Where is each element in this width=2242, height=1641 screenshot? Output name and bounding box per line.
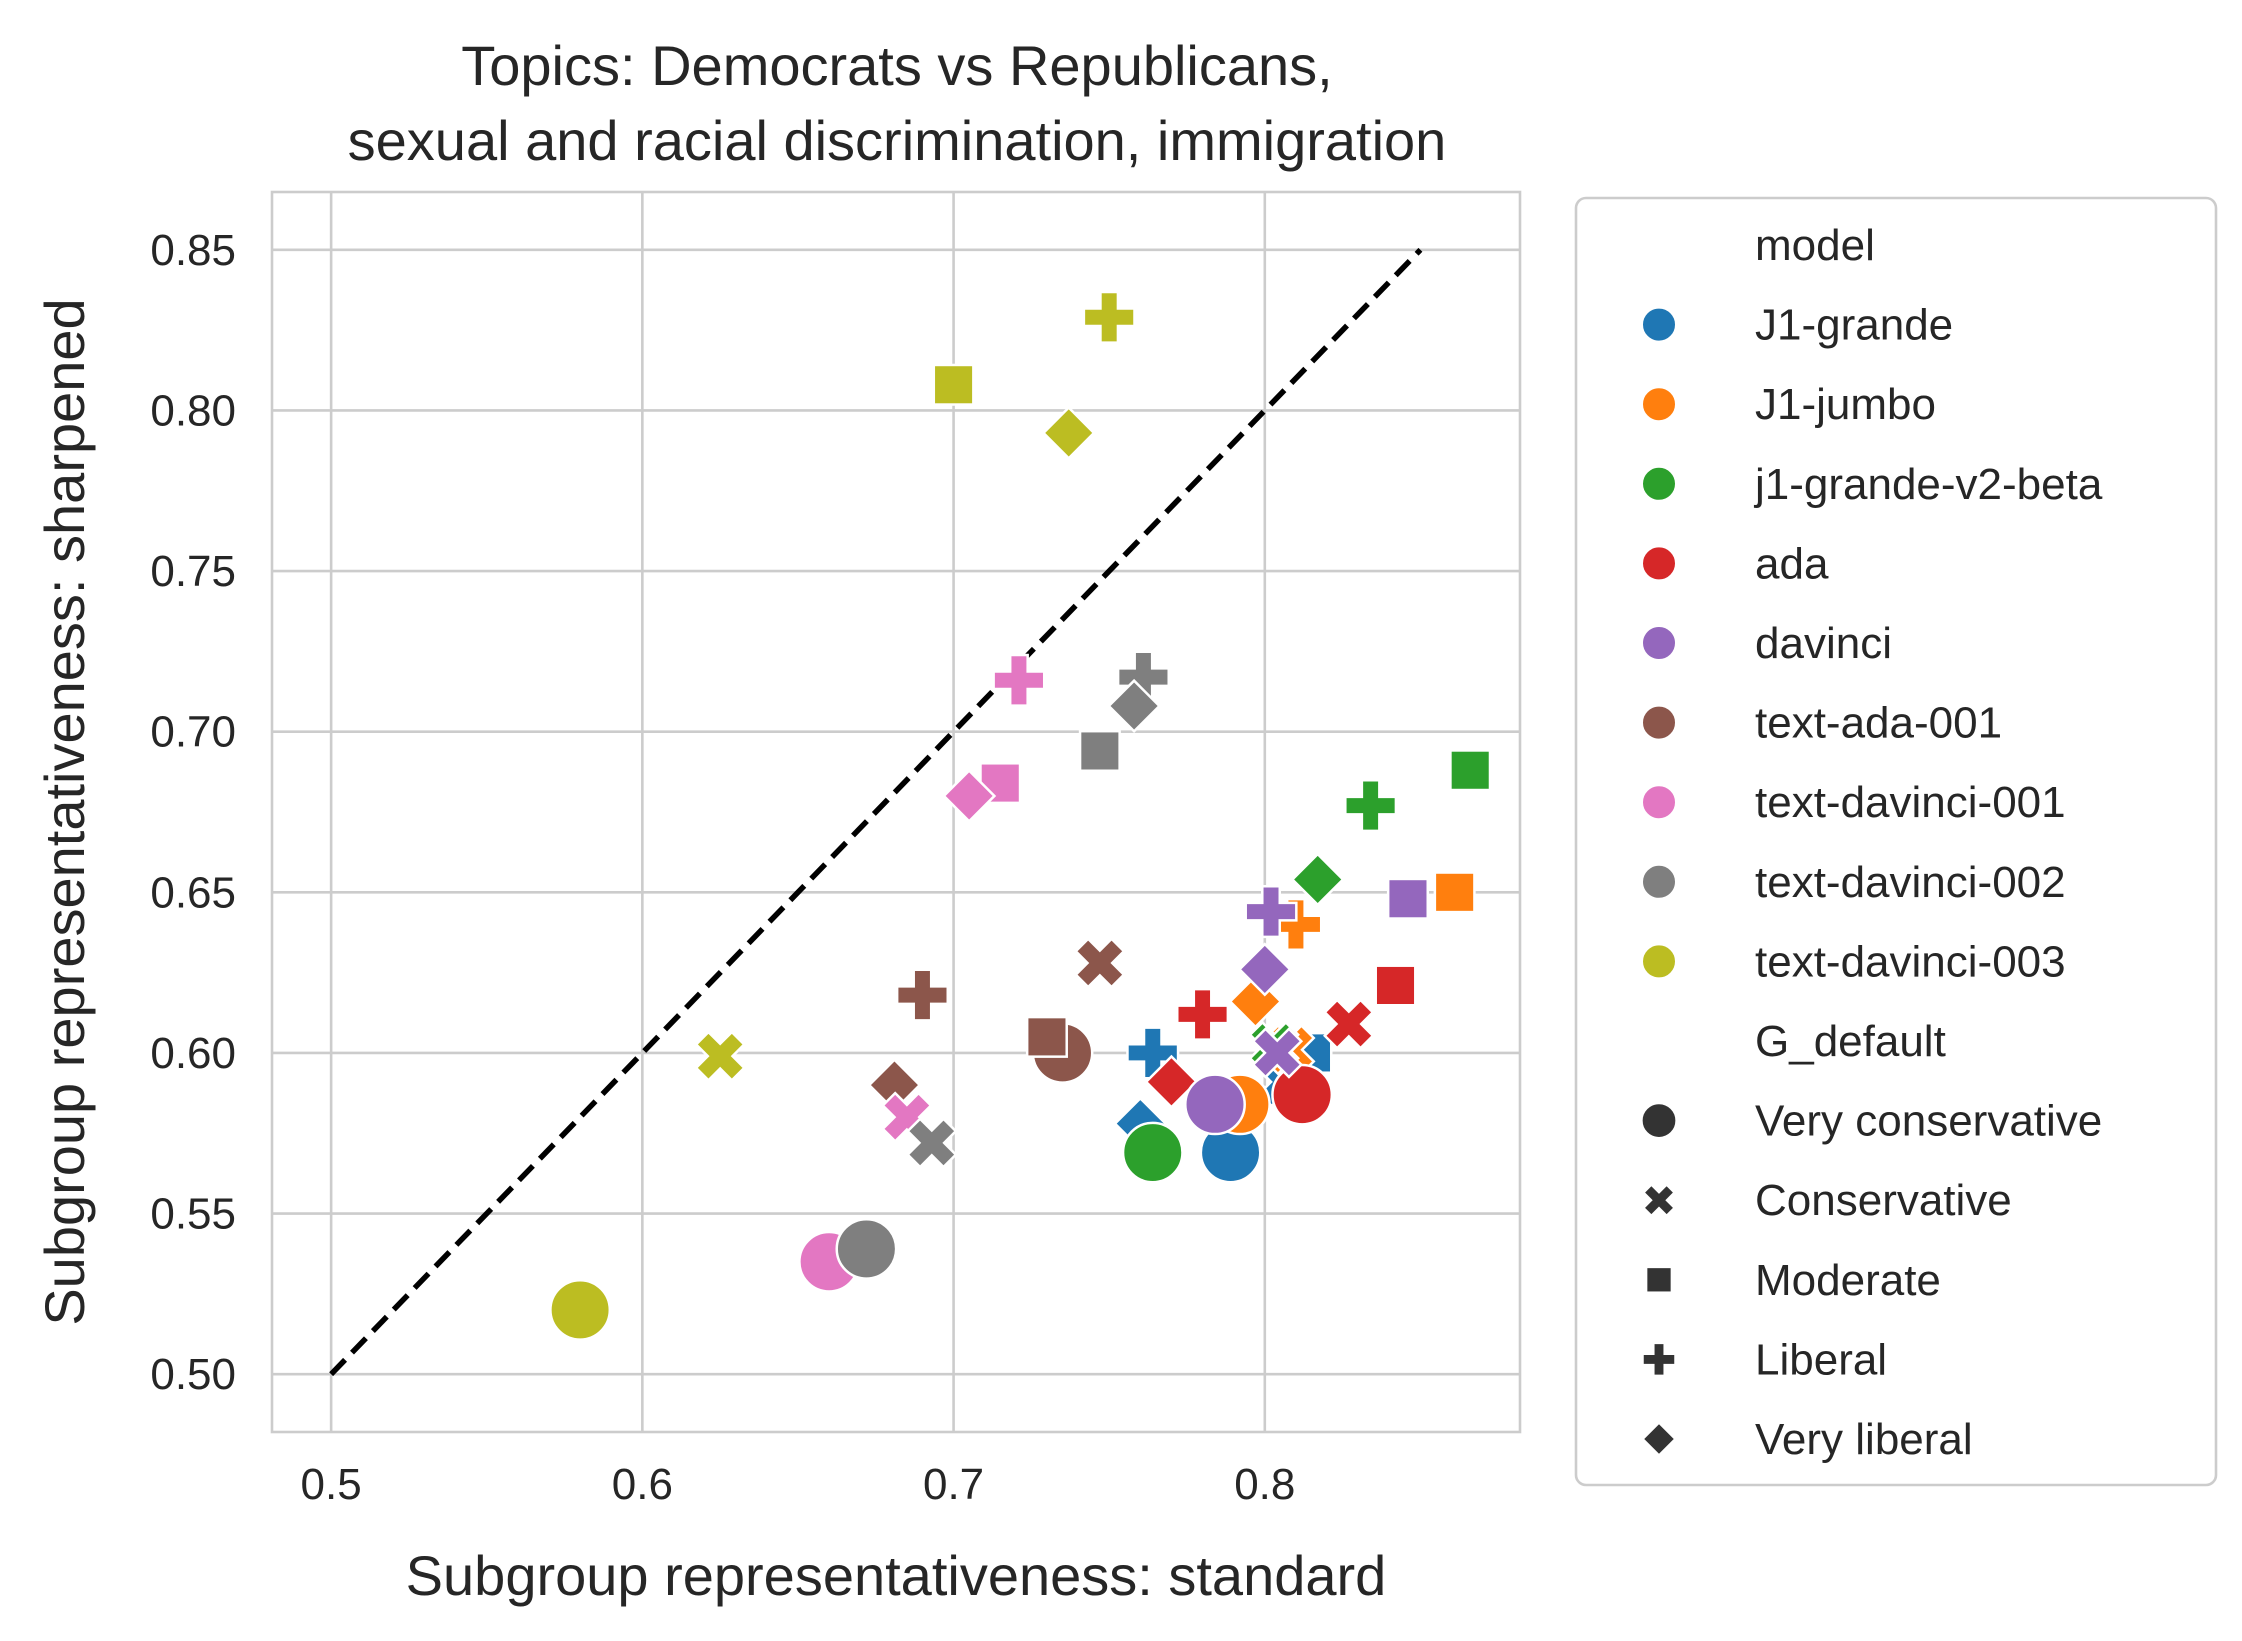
legend-label-very-liberal: Very liberal bbox=[1755, 1415, 1973, 1464]
point-davinci-conservative bbox=[1251, 1027, 1304, 1079]
legend-label-j1-grande: J1-grande bbox=[1755, 301, 1953, 350]
x-axis-label: Subgroup representativeness: standard bbox=[406, 1544, 1387, 1607]
point-text-davinci-001-very-liberal bbox=[942, 768, 997, 824]
point-ada-very-conservative bbox=[1271, 1063, 1334, 1126]
point-text-ada-001-moderate bbox=[1025, 1015, 1068, 1058]
point-text-davinci-003-very-liberal bbox=[1041, 405, 1096, 461]
legend-label-text-davinci-001: text-davinci-001 bbox=[1755, 778, 2066, 827]
point-j1-grande-v2-beta-moderate bbox=[1449, 749, 1492, 792]
point-text-davinci-003-conservative bbox=[694, 1030, 746, 1082]
y-tick-labels: 0.50 0.55 0.60 0.65 0.70 0.75 0.80 0.85 bbox=[150, 226, 236, 1399]
y-tick-label: 0.70 bbox=[150, 708, 236, 757]
legend-swatch-j1-jumbo bbox=[1641, 386, 1677, 423]
legend-title-model: model bbox=[1755, 221, 1875, 270]
legend-marker-conservative bbox=[1641, 1182, 1677, 1218]
legend-label-moderate: Moderate bbox=[1755, 1256, 1941, 1305]
legend-swatch-j1-grande-v2-beta bbox=[1641, 465, 1677, 502]
point-text-davinci-003-liberal bbox=[1082, 290, 1136, 344]
legend-label-j1-grande-v2-beta: j1-grande-v2-beta bbox=[1753, 460, 2103, 509]
y-tick-label: 0.65 bbox=[150, 868, 236, 917]
point-j1-grande-v2-beta-very-liberal bbox=[1290, 852, 1345, 907]
legend-label-j1-jumbo: J1-jumbo bbox=[1755, 380, 1936, 429]
y-tick-label: 0.75 bbox=[150, 547, 236, 596]
point-ada-conservative bbox=[1322, 998, 1375, 1050]
point-text-davinci-003-very-conservative bbox=[549, 1278, 612, 1341]
x-tick-label: 0.7 bbox=[923, 1460, 984, 1509]
reference-line bbox=[329, 247, 1423, 1377]
legend-title-g-default: G_default bbox=[1755, 1017, 1946, 1066]
point-j1-grande-v2-beta-liberal bbox=[1344, 779, 1398, 833]
point-davinci-very-conservative bbox=[1184, 1073, 1246, 1136]
y-tick-label: 0.85 bbox=[150, 226, 236, 275]
point-text-davinci-002-conservative bbox=[905, 1117, 958, 1169]
legend-label-liberal: Liberal bbox=[1755, 1335, 1887, 1384]
legend-marker-moderate bbox=[1644, 1265, 1674, 1294]
legend-frame bbox=[1574, 196, 2218, 1487]
legend-label-very-conservative: Very conservative bbox=[1755, 1097, 2102, 1146]
point-davinci-very-liberal bbox=[1237, 942, 1292, 997]
point-ada-moderate bbox=[1374, 964, 1417, 1007]
legend-marker-very-conservative bbox=[1640, 1101, 1678, 1140]
plot-frame bbox=[270, 190, 1522, 1434]
point-text-davinci-002-very-liberal bbox=[1107, 678, 1162, 734]
point-text-ada-001-liberal bbox=[895, 968, 950, 1022]
reference-diagonal bbox=[329, 247, 1423, 1377]
x-tick-label: 0.8 bbox=[1234, 1460, 1295, 1509]
legend-swatch-text-ada-001 bbox=[1641, 704, 1677, 741]
point-ada-very-liberal bbox=[1144, 1054, 1199, 1109]
point-j1-grande-v2-beta-very-conservative bbox=[1121, 1121, 1184, 1184]
legend-swatch-davinci bbox=[1641, 625, 1677, 661]
point-text-davinci-003-moderate bbox=[932, 363, 975, 406]
legend: model J1-grande J1-jumbo j1-grande-v2-beta a… bbox=[1574, 196, 2218, 1487]
y-tick-label: 0.55 bbox=[150, 1190, 236, 1239]
data-points bbox=[549, 290, 1492, 1341]
x-tick-labels: 0.5 0.6 0.7 0.8 bbox=[301, 1460, 1296, 1509]
legend-label-text-ada-001: text-ada-001 bbox=[1755, 699, 2002, 748]
point-text-ada-001-conservative bbox=[1074, 937, 1126, 989]
point-j1-jumbo-moderate bbox=[1433, 871, 1476, 914]
point-text-davinci-002-very-conservative bbox=[835, 1217, 898, 1280]
chart-title-line-2: sexual and racial discrimination, immigr… bbox=[348, 109, 1447, 172]
legend-swatch-text-davinci-003 bbox=[1641, 943, 1677, 980]
point-text-davinci-001-liberal bbox=[992, 653, 1046, 707]
legend-label-text-davinci-002: text-davinci-002 bbox=[1755, 858, 2066, 907]
legend-label-conservative: Conservative bbox=[1755, 1176, 2012, 1225]
legend-swatch-j1-grande bbox=[1641, 306, 1677, 343]
legend-label-text-davinci-003: text-davinci-003 bbox=[1755, 937, 2066, 986]
y-axis-label: Subgroup representativeness: sharpened bbox=[33, 298, 96, 1325]
legend-marker-liberal bbox=[1641, 1341, 1677, 1378]
point-text-davinci-002-moderate bbox=[1078, 729, 1121, 772]
y-tick-label: 0.50 bbox=[150, 1350, 236, 1399]
legend-swatch-text-davinci-002 bbox=[1641, 863, 1677, 900]
point-davinci-moderate bbox=[1386, 877, 1429, 920]
legend-swatch-ada bbox=[1641, 545, 1677, 582]
legend-swatch-text-davinci-001 bbox=[1641, 784, 1677, 821]
x-tick-label: 0.5 bbox=[301, 1460, 362, 1509]
point-j1-jumbo-very-liberal bbox=[1228, 974, 1283, 1029]
legend-label-davinci: davinci bbox=[1755, 619, 1892, 668]
y-tick-label: 0.80 bbox=[150, 386, 236, 435]
x-tick-label: 0.6 bbox=[612, 1460, 673, 1509]
legend-marker-very-liberal bbox=[1640, 1420, 1678, 1458]
point-davinci-liberal bbox=[1244, 885, 1298, 939]
y-tick-label: 0.60 bbox=[150, 1029, 236, 1078]
chart-title-line-1: Topics: Democrats vs Republicans, bbox=[461, 34, 1332, 97]
legend-label-ada: ada bbox=[1755, 539, 1829, 588]
point-ada-liberal bbox=[1176, 987, 1230, 1041]
